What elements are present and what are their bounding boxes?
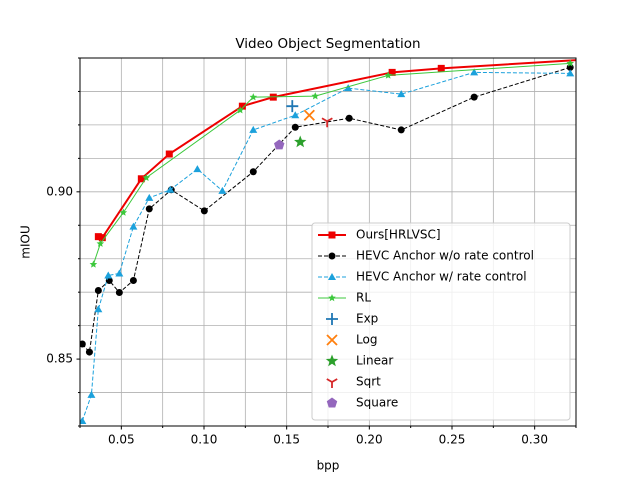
marker xyxy=(80,340,86,348)
marker xyxy=(249,168,257,176)
y-tick-label: 0.90 xyxy=(46,184,73,198)
marker xyxy=(145,193,154,201)
marker xyxy=(326,378,338,388)
ticks: 0.05 0.10 0.15 0.20 0.25 0.30 0.85 0.90 xyxy=(46,57,577,447)
x-tick-label: 0.20 xyxy=(356,433,383,447)
legend-label: HEVC Anchor w/ rate control xyxy=(356,270,527,284)
marker xyxy=(94,305,103,313)
marker xyxy=(326,313,338,325)
marker xyxy=(384,71,392,79)
x-tick-label: 0.05 xyxy=(108,433,135,447)
marker xyxy=(145,205,153,213)
y-tick-label: 0.85 xyxy=(46,352,73,366)
marker xyxy=(470,68,479,76)
marker xyxy=(104,271,113,279)
marker xyxy=(291,123,299,131)
series-line xyxy=(81,71,571,422)
marker xyxy=(137,175,145,183)
legend-label: HEVC Anchor w/o rate control xyxy=(356,249,534,263)
marker xyxy=(291,111,300,119)
marker xyxy=(142,173,151,181)
marker xyxy=(238,102,246,110)
marker xyxy=(345,114,353,122)
marker xyxy=(566,69,575,77)
marker xyxy=(311,92,320,100)
marker xyxy=(274,139,285,150)
marker xyxy=(96,239,105,247)
marker xyxy=(80,416,87,424)
marker xyxy=(326,397,338,408)
marker xyxy=(249,125,258,133)
legend-label: Sqrt xyxy=(356,375,381,389)
marker xyxy=(98,234,106,242)
x-tick-label: 0.30 xyxy=(521,433,548,447)
marker xyxy=(115,289,123,297)
marker xyxy=(94,287,102,295)
marker xyxy=(115,269,124,277)
marker xyxy=(166,185,175,193)
marker xyxy=(89,260,98,268)
marker xyxy=(321,117,333,128)
marker xyxy=(165,150,173,158)
marker xyxy=(193,165,202,173)
marker xyxy=(437,64,445,72)
marker xyxy=(397,126,405,134)
marker xyxy=(218,186,227,194)
legend-label: Log xyxy=(356,333,377,347)
marker xyxy=(129,222,138,230)
plot-area xyxy=(80,59,576,424)
marker xyxy=(303,109,315,121)
chart-title: Video Object Segmentation xyxy=(235,36,420,52)
x-axis-label: bpp xyxy=(317,459,340,473)
marker xyxy=(294,135,307,148)
marker xyxy=(87,390,96,398)
marker xyxy=(566,59,575,67)
marker xyxy=(388,68,396,76)
y-axis-label: mIOU xyxy=(19,225,33,258)
marker xyxy=(119,208,128,216)
marker xyxy=(129,276,137,284)
legend-label: RL xyxy=(356,291,371,305)
marker xyxy=(249,93,258,101)
legend: Ours[HRLVSC] HEVC Anchor w/o rate control… xyxy=(311,222,571,421)
x-tick-label: 0.10 xyxy=(191,433,218,447)
marker xyxy=(397,90,406,98)
x-tick-label: 0.15 xyxy=(273,433,300,447)
marker xyxy=(328,252,336,260)
legend-box xyxy=(311,222,571,421)
legend-label: Ours[HRLVSC] xyxy=(356,228,441,242)
marker xyxy=(326,334,338,346)
marker xyxy=(344,84,353,92)
legend-label: Exp xyxy=(356,312,378,326)
marker xyxy=(200,207,208,215)
marker xyxy=(94,233,102,241)
marker xyxy=(328,231,336,239)
marker xyxy=(236,106,245,114)
marker xyxy=(328,294,336,302)
legend-label: Square xyxy=(356,396,398,410)
marker xyxy=(328,273,336,280)
marker xyxy=(85,348,93,356)
legend-label: Linear xyxy=(356,354,393,368)
marker xyxy=(470,93,478,101)
marker xyxy=(286,100,299,113)
marker xyxy=(325,354,339,367)
x-tick-label: 0.25 xyxy=(439,433,466,447)
